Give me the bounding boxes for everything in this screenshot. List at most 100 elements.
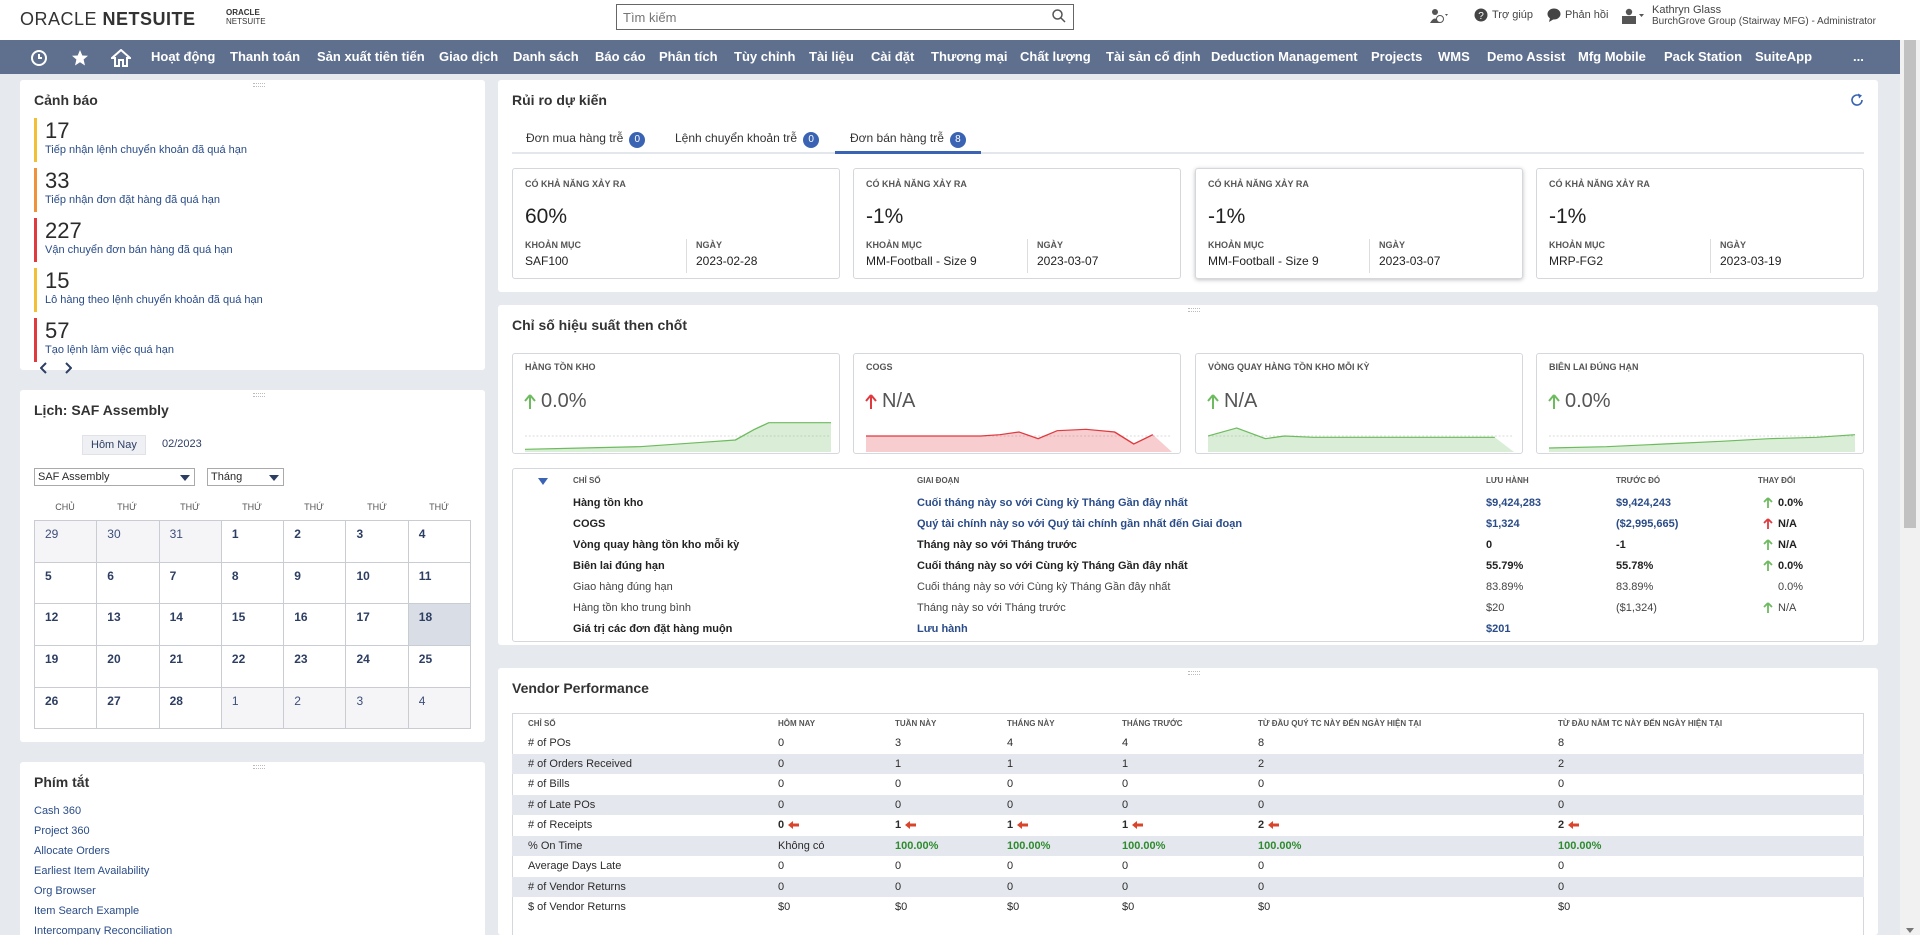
- calendar-day[interactable]: 7: [158, 561, 222, 605]
- calendar-day[interactable]: 21: [158, 645, 222, 688]
- calendar-day[interactable]: 1: [220, 686, 285, 730]
- nav-demo-assist[interactable]: Demo Assist: [1487, 49, 1566, 64]
- nav-projects[interactable]: Projects: [1371, 49, 1423, 64]
- search-input[interactable]: [617, 5, 1037, 29]
- page-scrollbar[interactable]: [1900, 40, 1920, 935]
- nav-thuong-mai[interactable]: Thương mại: [931, 49, 1008, 64]
- calendar-next-button[interactable]: [64, 362, 73, 377]
- calendar-day[interactable]: 16: [283, 603, 347, 647]
- calendar-day[interactable]: 10: [345, 561, 409, 605]
- nav-wms[interactable]: WMS: [1438, 49, 1470, 64]
- risk-card[interactable]: CÓ KHẢ NĂNG XẢY RA -1% KHOẢN MỤC MM-Footbal…: [1195, 168, 1523, 279]
- kpi-row-current[interactable]: $9,424,283: [1486, 497, 1542, 509]
- calendar-day[interactable]: 23: [283, 645, 347, 688]
- netsuite-logo[interactable]: ORACLE NETSUITE: [20, 9, 196, 30]
- calendar-day[interactable]: 31: [158, 520, 222, 563]
- nav-mfg-mobile[interactable]: Mfg Mobile: [1578, 49, 1646, 64]
- calendar-day[interactable]: 6: [96, 561, 160, 605]
- period-link[interactable]: Cùng kỳ Tháng Gần đây nhất: [1035, 497, 1188, 509]
- favorites-star-icon[interactable]: [71, 49, 89, 67]
- shortcut-link[interactable]: Cash 360: [34, 805, 82, 817]
- help-link[interactable]: ? Trợ giúp: [1474, 8, 1533, 22]
- scroll-down-arrow[interactable]: [1906, 928, 1914, 933]
- kpi-card[interactable]: COGS N/A: [853, 353, 1181, 454]
- nav-more[interactable]: ...: [1853, 49, 1864, 64]
- calendar-day[interactable]: 1: [220, 520, 285, 563]
- nav-phan-tich[interactable]: Phân tích: [659, 49, 718, 64]
- calendar-day[interactable]: 30: [96, 520, 160, 563]
- nav-cai-dat[interactable]: Cài đặt: [871, 49, 915, 64]
- nav-suiteapp[interactable]: SuiteApp: [1755, 49, 1813, 64]
- calendar-day[interactable]: 29: [33, 520, 98, 563]
- tab-late-sales-orders[interactable]: Đơn bán hàng trễ 8: [850, 131, 966, 148]
- home-icon[interactable]: [111, 49, 131, 67]
- nav-thanh-toan[interactable]: Thanh toán: [230, 49, 301, 64]
- kpi-row-previous[interactable]: ($2,995,665): [1616, 518, 1679, 530]
- nav-giao-dich[interactable]: Giao dịch: [439, 49, 499, 64]
- nav-san-xuat[interactable]: Sản xuất tiên tiến: [317, 49, 425, 64]
- calendar-day[interactable]: 4: [407, 686, 472, 730]
- shortcut-link[interactable]: Intercompany Reconciliation: [34, 925, 173, 935]
- vendor-cell-value[interactable]: 0: [778, 819, 785, 832]
- calendar-day[interactable]: 4: [407, 520, 472, 563]
- vendor-cell-value[interactable]: 1: [1122, 819, 1129, 832]
- calendar-day[interactable]: 9: [283, 561, 347, 605]
- search-icon[interactable]: [1051, 8, 1067, 24]
- alert-label[interactable]: Vận chuyển đơn bán hàng đã quá hạn: [45, 244, 233, 256]
- drag-handle[interactable]: [1188, 308, 1200, 312]
- role-switcher[interactable]: [1620, 8, 1646, 24]
- tab-late-transfer-orders[interactable]: Lệnh chuyển khoản trễ 0: [675, 131, 820, 148]
- risk-card[interactable]: CÓ KHẢ NĂNG XẢY RA -1% KHOẢN MỤC MM-Footbal…: [853, 168, 1181, 279]
- nav-tai-san[interactable]: Tài sản cố định: [1106, 49, 1201, 64]
- alert-item[interactable]: 15 Lô hàng theo lệnh chuyển khoản đã quá …: [34, 268, 454, 312]
- drag-handle[interactable]: [252, 393, 265, 397]
- calendar-day[interactable]: 5: [33, 561, 98, 605]
- calendar-day[interactable]: 13: [96, 603, 160, 647]
- kpi-card[interactable]: BIÊN LAI ĐÚNG HẠN 0.0%: [1536, 353, 1864, 454]
- global-search[interactable]: [616, 4, 1074, 30]
- today-button[interactable]: Hôm Nay: [82, 435, 146, 455]
- vendor-cell-value[interactable]: 2: [1558, 819, 1565, 832]
- drag-handle[interactable]: [1188, 671, 1200, 675]
- shortcut-link[interactable]: Earliest Item Availability: [34, 865, 150, 877]
- shortcut-link[interactable]: Allocate Orders: [34, 845, 110, 857]
- feedback-link[interactable]: Phản hồi: [1547, 8, 1608, 22]
- vendor-cell-value[interactable]: 1: [895, 819, 902, 832]
- period-link[interactable]: Quý tài chính gần nhất đến Giai đoạn: [1047, 518, 1243, 530]
- recent-history-icon[interactable]: [30, 49, 48, 67]
- calendar-day[interactable]: 18: [407, 603, 472, 647]
- calendar-day[interactable]: 17: [345, 603, 409, 647]
- shortcut-link[interactable]: Item Search Example: [34, 905, 140, 917]
- nav-danh-sach[interactable]: Danh sách: [513, 49, 579, 64]
- calendar-day[interactable]: 3: [345, 686, 409, 730]
- vendor-cell-value[interactable]: 2: [1258, 819, 1265, 832]
- calendar-select[interactable]: SAF Assembly: [34, 468, 195, 486]
- nav-tuy-chinh[interactable]: Tùy chỉnh: [734, 49, 796, 64]
- calendar-day[interactable]: 20: [96, 645, 160, 688]
- calendar-day[interactable]: 25: [407, 645, 472, 688]
- nav-deduction[interactable]: Deduction Management: [1211, 49, 1358, 64]
- drag-handle[interactable]: [252, 83, 265, 87]
- calendar-day[interactable]: 22: [220, 645, 285, 688]
- calendar-day[interactable]: 3: [345, 520, 409, 563]
- alert-item[interactable]: 57 Tạo lệnh làm việc quá hạn: [34, 318, 454, 362]
- alert-label[interactable]: Tạo lệnh làm việc quá hạn: [45, 344, 175, 356]
- calendar-day[interactable]: 27: [96, 686, 160, 730]
- calendar-day[interactable]: 15: [220, 603, 285, 647]
- calendar-day[interactable]: 2: [283, 520, 347, 563]
- alert-label[interactable]: Tiếp nhận lệnh chuyển khoản đã quá hạn: [45, 144, 248, 156]
- calendar-day[interactable]: 28: [158, 686, 222, 730]
- shortcut-link[interactable]: Org Browser: [34, 885, 96, 897]
- user-info[interactable]: Kathryn Glass BurchGrove Group (Stairway…: [1652, 4, 1876, 28]
- tab-late-purchase-orders[interactable]: Đơn mua hàng trễ 0: [526, 131, 646, 148]
- calendar-day[interactable]: 2: [283, 686, 347, 730]
- refresh-icon[interactable]: [1850, 93, 1864, 107]
- collapse-triangle-icon[interactable]: [538, 478, 548, 485]
- kpi-row-current[interactable]: $201: [1486, 623, 1511, 635]
- alert-item[interactable]: 17 Tiếp nhận lệnh chuyển khoản đã quá hạn: [34, 118, 454, 162]
- kpi-row-previous[interactable]: $9,424,243: [1616, 497, 1672, 509]
- shortcut-link[interactable]: Project 360: [34, 825, 90, 837]
- calendar-prev-button[interactable]: [39, 362, 48, 377]
- calendar-day[interactable]: 8: [220, 561, 285, 605]
- calendar-day[interactable]: 14: [158, 603, 222, 647]
